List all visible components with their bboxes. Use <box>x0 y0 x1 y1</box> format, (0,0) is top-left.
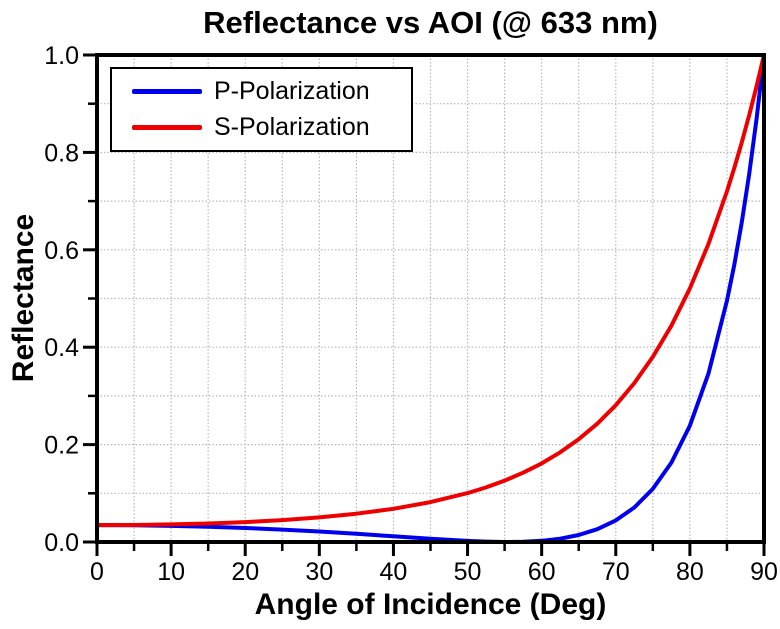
data-series <box>96 53 766 543</box>
y-tick-label: 0.6 <box>44 237 79 265</box>
legend-label: P-Polarization <box>214 77 370 106</box>
x-tick-label: 20 <box>231 558 259 586</box>
legend-item-s-polarization: S-Polarization <box>112 112 411 141</box>
plot-frame <box>95 53 766 544</box>
legend: P-Polarization S-Polarization <box>110 67 413 152</box>
series-line-s-polarization <box>96 53 766 528</box>
x-tick-label: 90 <box>750 558 778 586</box>
axis-ticks <box>83 53 766 556</box>
s-polarization-line-swatch <box>132 124 202 130</box>
p-polarization-line-swatch <box>132 89 202 95</box>
x-tick-label: 70 <box>602 558 630 586</box>
y-tick-label: 0.8 <box>44 139 79 167</box>
tick-labels: 0 10 20 30 40 50 60 70 80 90 0.0 0.2 0.4 0.6 0.8 1.0 <box>44 42 778 586</box>
y-tick-label: 1.0 <box>44 42 79 70</box>
x-tick-label: 50 <box>454 558 482 586</box>
y-tick-label: 0.2 <box>44 432 79 460</box>
chart-title: Reflectance vs AOI (@ 633 nm) <box>203 5 658 40</box>
x-tick-label: 30 <box>305 558 333 586</box>
y-tick-label: 0.4 <box>44 334 79 362</box>
x-tick-label: 0 <box>90 558 104 586</box>
x-tick-label: 60 <box>528 558 556 586</box>
y-tick-label: 0.0 <box>44 529 79 557</box>
x-tick-label: 10 <box>157 558 185 586</box>
x-axis-label: Angle of Incidence (Deg) <box>254 588 607 621</box>
legend-label: S-Polarization <box>214 112 370 141</box>
series-line-p-polarization <box>96 53 766 543</box>
legend-item-p-polarization: P-Polarization <box>112 79 411 104</box>
x-tick-label: 80 <box>676 558 704 586</box>
x-tick-label: 40 <box>380 558 408 586</box>
